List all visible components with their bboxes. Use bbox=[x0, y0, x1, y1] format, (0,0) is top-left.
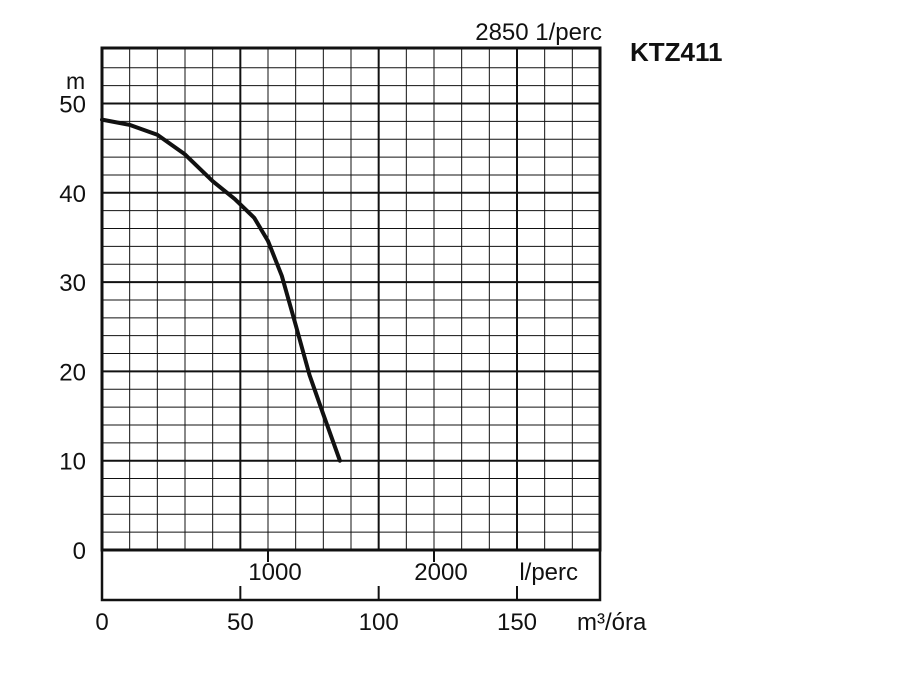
curve-point bbox=[252, 216, 256, 220]
m3h-tick-label: 100 bbox=[359, 609, 399, 636]
curve-point bbox=[100, 118, 104, 122]
y-tick-label: 0 bbox=[73, 538, 86, 565]
y-tick-label: 50 bbox=[59, 92, 86, 119]
y-tick-label: 40 bbox=[59, 181, 86, 208]
lperc-axis-box bbox=[100, 548, 602, 602]
curve-point bbox=[308, 373, 311, 377]
curve-point bbox=[266, 239, 270, 243]
curve-point bbox=[155, 133, 159, 137]
m3h-tick-label: 0 bbox=[95, 609, 108, 636]
x-axis-label-m3h: m³/óra bbox=[577, 609, 647, 636]
curve-point bbox=[128, 123, 132, 127]
chart-title: KTZ411 bbox=[630, 37, 723, 67]
pump-curve-line bbox=[100, 117, 342, 463]
curve-point bbox=[294, 323, 298, 327]
chart-subtitle: 2850 1/perc bbox=[475, 19, 602, 46]
m3h-tick-label: 150 bbox=[497, 609, 537, 636]
curve-point bbox=[233, 197, 237, 201]
curve-point bbox=[338, 459, 342, 463]
curve-point bbox=[321, 412, 325, 416]
labels-layer: KTZ411 2850 1/perc m l/perc m³/óra 0 10 20… bbox=[59, 19, 722, 636]
y-axis-label: m bbox=[66, 68, 85, 94]
chart-grid bbox=[101, 48, 600, 600]
curve-point bbox=[183, 152, 187, 156]
curve-point bbox=[211, 179, 215, 183]
lperc-tick-label: 2000 bbox=[414, 559, 467, 586]
series-layer bbox=[100, 117, 342, 463]
m3h-tick-label: 50 bbox=[227, 609, 254, 636]
y-tick-label: 10 bbox=[59, 449, 86, 476]
y-tick-label: 30 bbox=[59, 270, 86, 297]
lperc-tick-label: 1000 bbox=[248, 559, 301, 586]
y-tick-label: 20 bbox=[59, 359, 86, 386]
curve-point bbox=[280, 274, 284, 278]
x-axis-label-lperc: l/perc bbox=[519, 559, 578, 586]
